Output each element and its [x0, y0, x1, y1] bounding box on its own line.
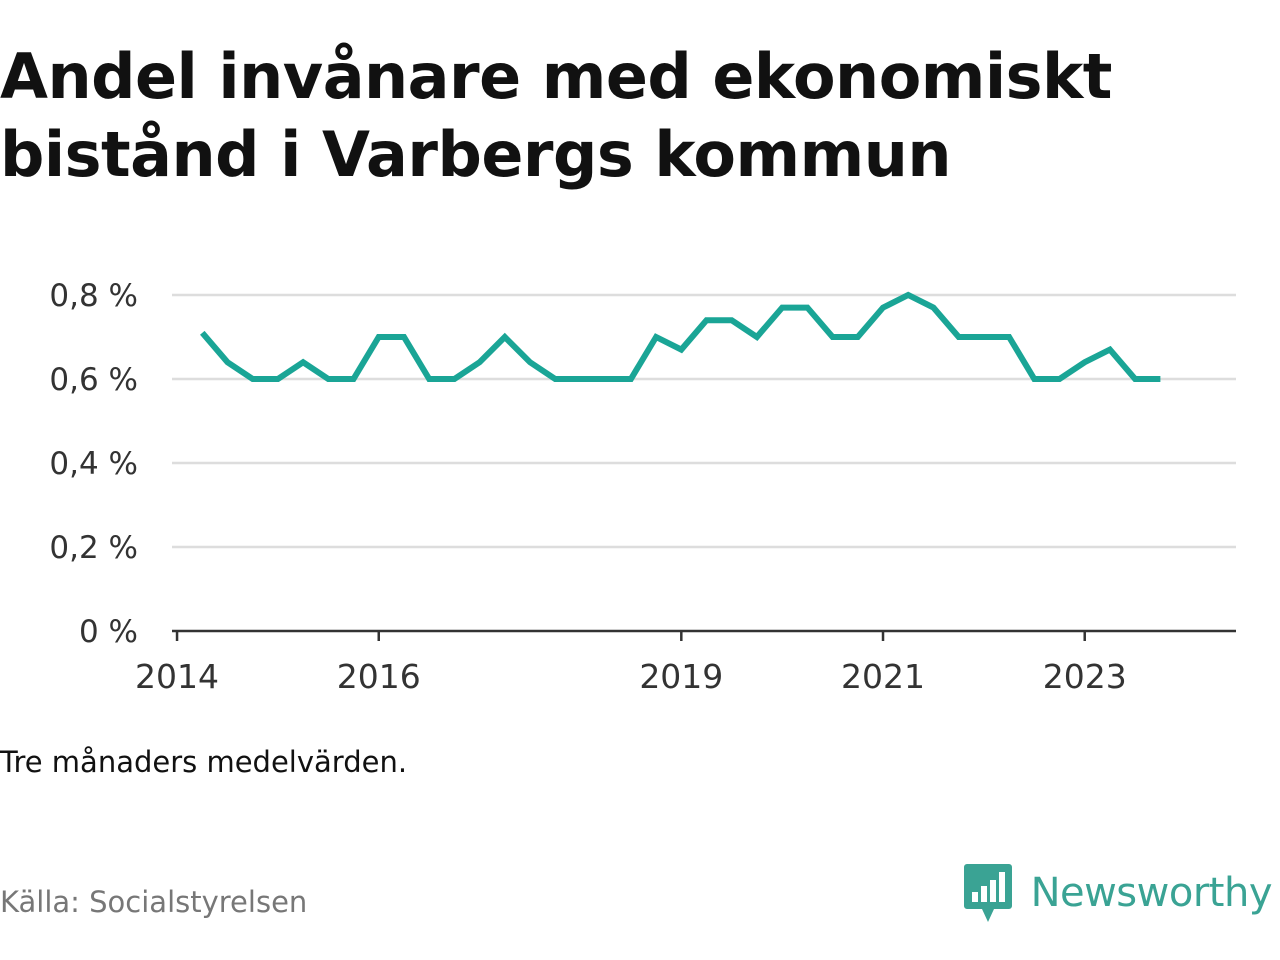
x-tick-label: 2021 — [841, 657, 925, 696]
newsworthy-logo-icon — [963, 864, 1012, 922]
series-line — [200, 291, 1161, 382]
x-tick-label: 2019 — [639, 657, 723, 696]
y-axis-labels: 0 % 0,2 % 0,4 % 0,6 % 0,8 % — [49, 278, 138, 650]
y-tick-label: 0 % — [79, 614, 138, 650]
y-tick-label: 0,2 % — [49, 530, 138, 566]
line-chart: 0 % 0,2 % 0,4 % 0,6 % 0,8 % 2014 2016 2019 2021… — [49, 278, 1236, 696]
y-tick-label: 0,4 % — [49, 446, 138, 482]
grid-lines — [172, 293, 1236, 549]
x-axis-ticks: 2014 2016 2019 2021 2023 — [135, 631, 1127, 696]
chart-title: Andel invånare med ekonomiskt bistånd i … — [0, 40, 1112, 191]
x-tick-label: 2016 — [337, 657, 421, 696]
source-text: Källa: Socialstyrelsen — [0, 885, 308, 919]
x-tick-label: 2014 — [135, 657, 219, 696]
brand-logo[interactable]: Newsworthy — [963, 862, 1273, 924]
y-tick-label: 0,6 % — [49, 362, 138, 398]
x-tick-label: 2023 — [1043, 657, 1127, 696]
brand-name: Newsworthy — [1030, 870, 1273, 916]
y-tick-label: 0,8 % — [49, 278, 138, 314]
series-layer — [200, 291, 1161, 382]
chart-note: Tre månaders medelvärden. — [0, 745, 408, 779]
